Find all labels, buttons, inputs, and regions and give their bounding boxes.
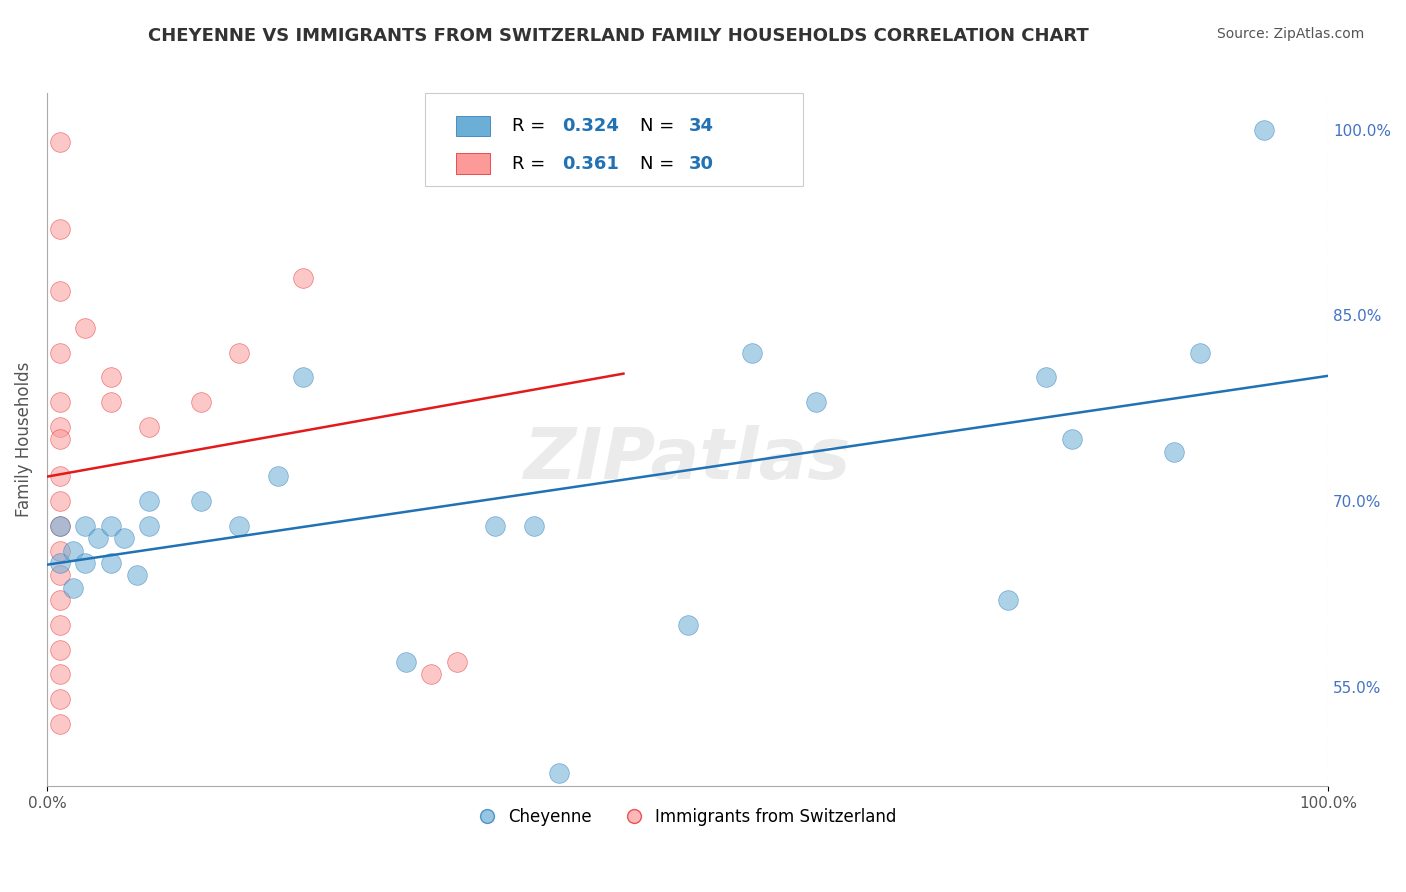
Text: R =: R = [512,155,551,173]
Y-axis label: Family Households: Family Households [15,361,32,516]
Point [190,395,212,409]
Text: N =: N = [640,155,681,173]
Point [75,519,97,533]
FancyBboxPatch shape [456,116,491,136]
Point [48,135,70,149]
Point [48,519,70,533]
Text: R =: R = [512,118,551,136]
Point [48,221,70,235]
Point [228,519,250,533]
Point [48,494,70,508]
Point [48,692,70,706]
Point [62,543,84,558]
Text: 0.361: 0.361 [562,155,619,173]
Point [48,432,70,446]
Point [48,642,70,657]
Point [48,469,70,483]
Point [75,320,97,334]
Point [48,543,70,558]
Point [446,655,468,669]
Point [292,271,315,285]
Point [62,581,84,595]
Point [48,419,70,434]
Point [138,494,160,508]
Point [395,655,418,669]
Point [75,556,97,570]
Point [190,494,212,508]
Text: 30: 30 [689,155,714,173]
Point [125,568,148,582]
Point [292,370,315,384]
Point [523,519,546,533]
Point [1035,370,1057,384]
Point [420,667,443,681]
FancyBboxPatch shape [425,93,803,186]
Text: 0.324: 0.324 [562,118,619,136]
Point [48,618,70,632]
FancyBboxPatch shape [456,153,491,174]
Point [997,593,1019,607]
Point [100,370,122,384]
Point [228,345,250,359]
Point [484,519,506,533]
Point [48,667,70,681]
Point [87,531,110,545]
Text: ZIPatlas: ZIPatlas [524,425,851,494]
Point [48,717,70,731]
Point [112,531,135,545]
Point [48,345,70,359]
Point [48,593,70,607]
Point [1188,345,1211,359]
Point [1060,432,1083,446]
Point [138,519,160,533]
Point [100,519,122,533]
Point [48,284,70,298]
Text: CHEYENNE VS IMMIGRANTS FROM SWITZERLAND FAMILY HOUSEHOLDS CORRELATION CHART: CHEYENNE VS IMMIGRANTS FROM SWITZERLAND … [148,27,1090,45]
Point [138,419,160,434]
Point [1253,122,1275,136]
Point [48,395,70,409]
Point [100,556,122,570]
Point [48,519,70,533]
Point [1163,444,1185,458]
Text: N =: N = [640,118,681,136]
Point [48,568,70,582]
Point [676,618,699,632]
Point [266,469,288,483]
Point [48,556,70,570]
Point [548,766,571,780]
Text: 34: 34 [689,118,714,136]
Text: Source: ZipAtlas.com: Source: ZipAtlas.com [1216,27,1364,41]
Point [100,395,122,409]
Point [548,122,571,136]
Point [741,345,763,359]
Legend: Cheyenne, Immigrants from Switzerland: Cheyenne, Immigrants from Switzerland [471,802,903,833]
Point [804,395,827,409]
